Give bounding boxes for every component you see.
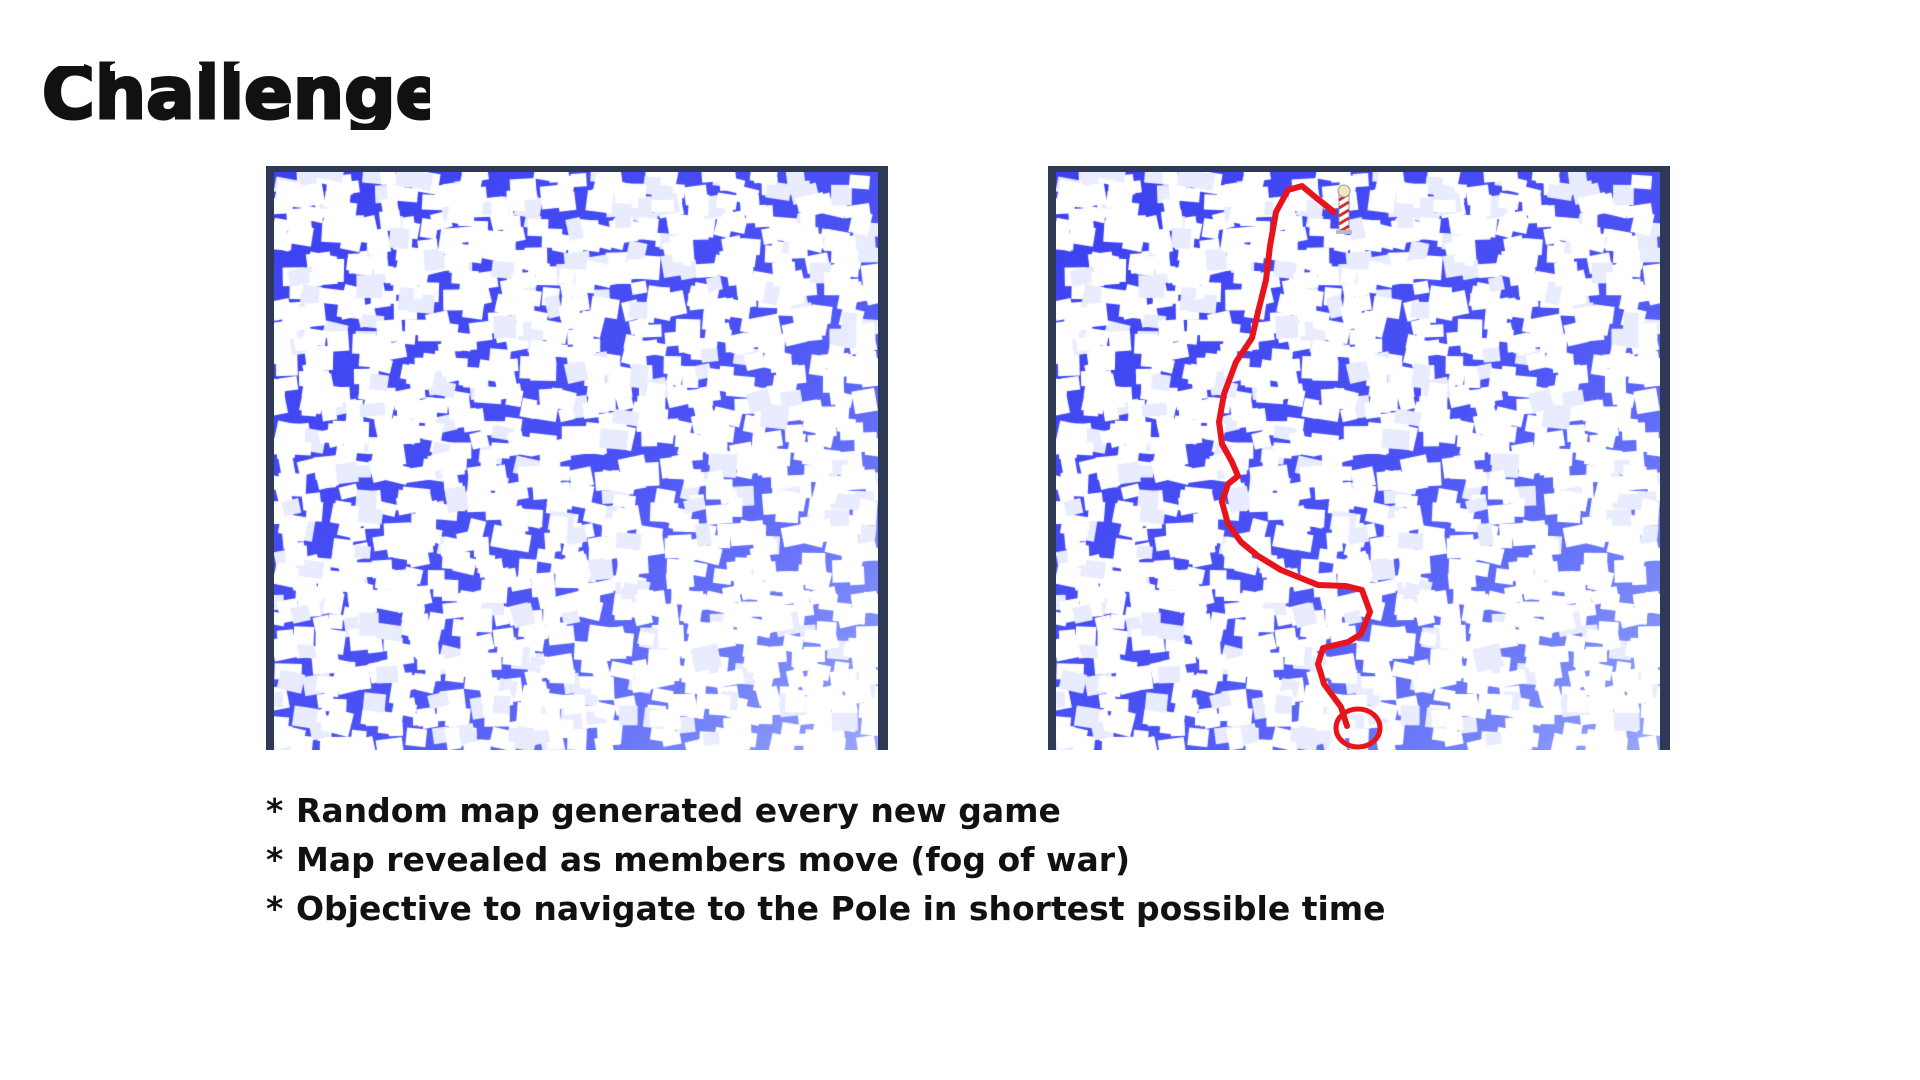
bullet-text: Map revealed as members move (fog of war… — [296, 840, 1131, 879]
route-overlay — [1216, 183, 1383, 750]
ice-floes-canvas — [274, 172, 878, 750]
bullet-item: * Random map generated every new game — [266, 786, 1386, 835]
barber-pole-icon — [1336, 184, 1352, 234]
snow-caps-icon — [46, 54, 394, 71]
route-path — [1216, 183, 1373, 729]
bullet-text: Random map generated every new game — [296, 791, 1061, 830]
bullet-text: Objective to navigate to the Pole in sho… — [296, 889, 1386, 928]
bullet-marker: * — [266, 791, 284, 830]
snow-title-graphic: Challenge — [41, 50, 431, 131]
map-panel-left — [266, 166, 888, 750]
bullet-marker: * — [266, 840, 284, 879]
slide-title-text: Challenge — [42, 51, 430, 130]
bullet-marker: * — [266, 889, 284, 928]
slide-title: Challenge — [40, 44, 431, 131]
ice-map — [274, 172, 878, 750]
map-panel-right — [1048, 166, 1670, 750]
ice-map-with-route — [1056, 172, 1660, 750]
bullet-item: * Objective to navigate to the Pole in sh… — [266, 884, 1386, 933]
ice-floes-canvas — [1056, 172, 1660, 750]
start-circle-marker — [1333, 706, 1383, 750]
bullet-item: * Map revealed as members move (fog of wa… — [266, 835, 1386, 884]
bullet-list: * Random map generated every new game * Ma… — [266, 786, 1386, 933]
